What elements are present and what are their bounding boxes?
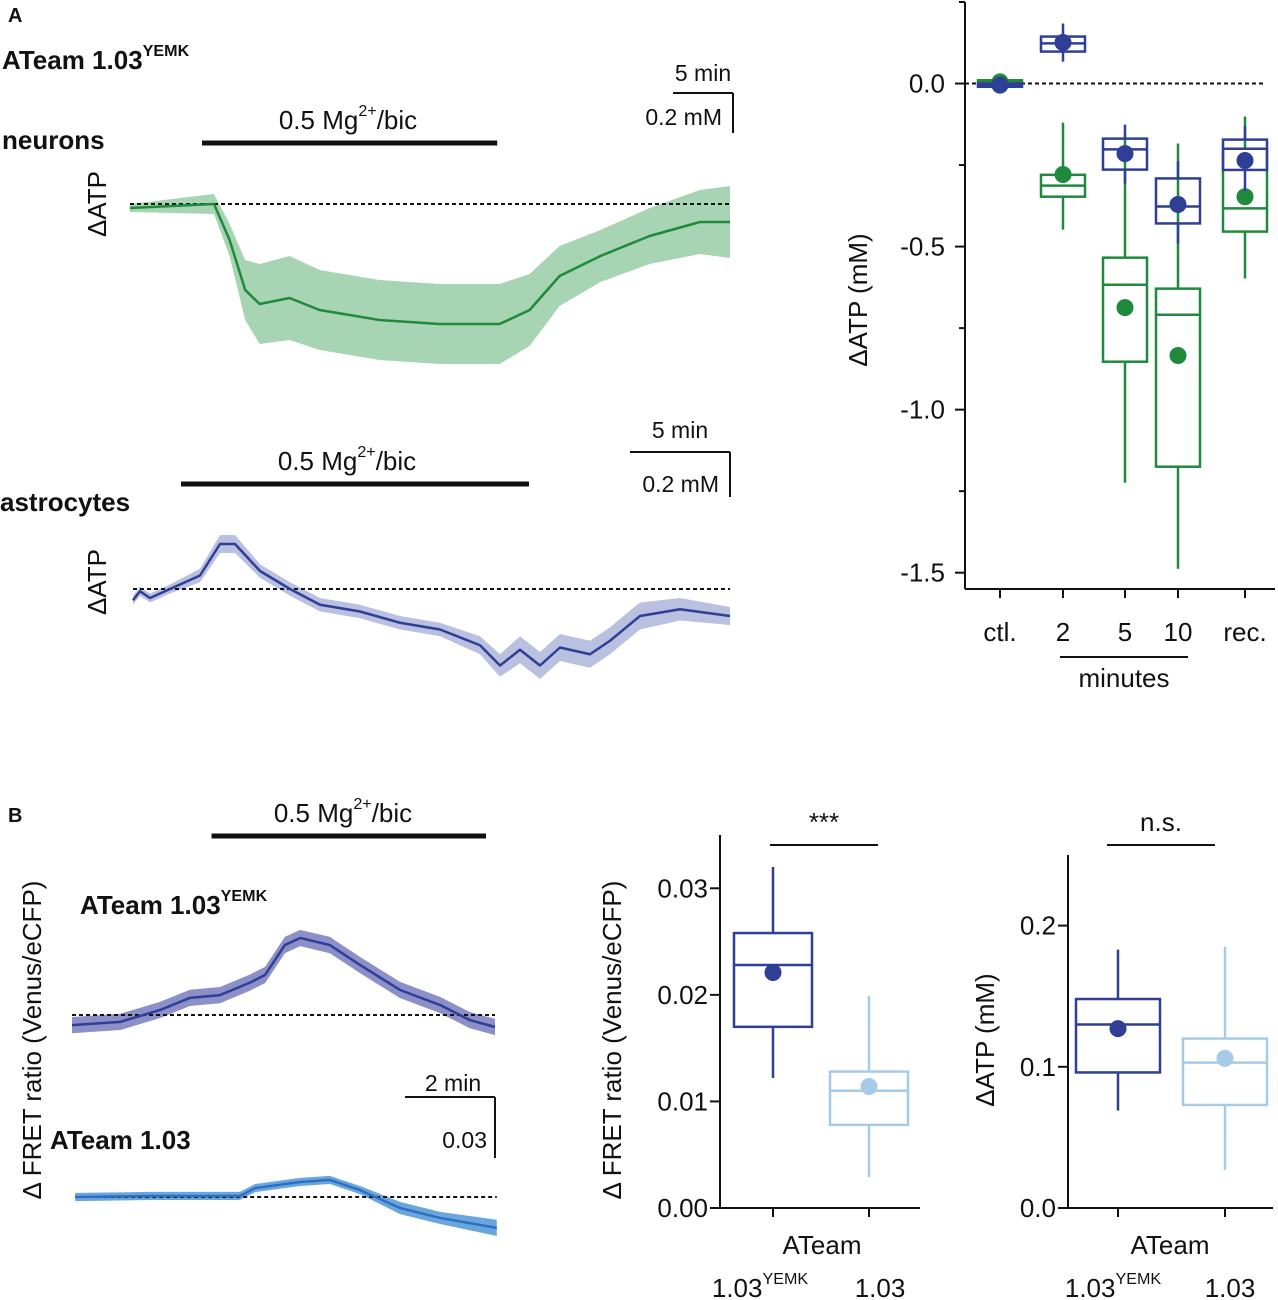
mean-dot <box>1116 299 1134 317</box>
panel-label: B <box>8 805 22 827</box>
stimulus-label: 0.5 Mg2+/bic <box>274 795 412 828</box>
error-band <box>130 186 730 364</box>
superscript: 2+ <box>358 102 376 120</box>
label-part: 0.5 Mg <box>279 105 359 135</box>
mean-dot <box>991 76 1009 94</box>
y-tick-label: -0.5 <box>900 232 945 262</box>
significance-label: n.s. <box>1140 807 1182 837</box>
label-part: /bic <box>376 446 416 476</box>
mean-dot <box>1109 1020 1127 1038</box>
scale-bar-label: 0.2 mM <box>645 104 722 130</box>
mean-dot <box>1169 347 1187 365</box>
mean-dot <box>1054 166 1072 184</box>
y-tick-label: 0.01 <box>657 1086 708 1116</box>
series-label: ATeam 1.03YEMK <box>80 887 268 920</box>
box <box>1221 138 1269 172</box>
y-axis-label: ΔATP (mM) <box>970 973 1000 1106</box>
x-axis-label: ATeam <box>783 1230 862 1260</box>
mean-dot <box>1169 196 1187 214</box>
series-label: ATeam 1.03 <box>50 1125 191 1155</box>
box <box>1154 177 1202 225</box>
mean-dot <box>1116 145 1134 163</box>
x-tick-label: 5 <box>1118 617 1132 647</box>
x-axis-label: ATeam <box>1131 1230 1210 1260</box>
box <box>1101 137 1149 171</box>
superscript: YEMK <box>143 42 190 60</box>
x-tick-label: 2 <box>1056 617 1070 647</box>
x-tick-label: 1.03YEMK <box>712 1270 809 1300</box>
stimulus-label: 0.5 Mg2+/bic <box>279 102 417 135</box>
x-tick-label: ctl. <box>983 617 1016 647</box>
x-tick-label: rec. <box>1223 617 1266 647</box>
box <box>1181 1037 1269 1107</box>
box <box>1074 997 1162 1074</box>
group-label: minutes <box>1078 663 1169 693</box>
y-tick-label: -1.5 <box>900 558 945 588</box>
superscript: YEMK <box>1115 1270 1161 1288</box>
superscript: 2+ <box>357 443 375 461</box>
y-axis-label: ΔATP (mM) <box>843 233 873 366</box>
y-tick-label: 0.02 <box>657 980 708 1010</box>
label-part: /bic <box>377 105 417 135</box>
mean-dot <box>1054 33 1072 51</box>
box <box>828 1070 910 1127</box>
label-part: 0.5 Mg <box>274 798 354 828</box>
scale-bar-label: 2 min <box>425 1070 481 1096</box>
box <box>732 931 814 1029</box>
mean-dot <box>1216 1049 1234 1067</box>
mean-dot <box>860 1078 878 1096</box>
superscript: 2+ <box>353 795 371 813</box>
x-tick-label: 1.03 <box>855 1273 906 1300</box>
y-axis-label: Δ FRET ratio (Venus/eCFP) <box>597 881 627 1200</box>
y-axis-label: ΔATP <box>82 171 112 237</box>
box <box>1101 256 1149 363</box>
error-band <box>75 1175 497 1237</box>
significance-label: *** <box>809 807 839 837</box>
label-part: ATeam 1.03 <box>2 45 143 75</box>
y-axis-label: Δ FRET ratio (Venus/eCFP) <box>17 881 47 1200</box>
label-part: /bic <box>372 798 412 828</box>
y-tick-label: 0.1 <box>1020 1052 1056 1082</box>
y-tick-label: -1.0 <box>900 395 945 425</box>
label-part: ATeam 1.03 <box>80 890 221 920</box>
y-tick-label: 0.00 <box>657 1193 708 1223</box>
superscript: YEMK <box>762 1270 808 1288</box>
trace <box>129 202 730 326</box>
panel-label: A <box>8 5 22 27</box>
trace <box>75 1178 498 1230</box>
series-label: astrocytes <box>0 487 130 517</box>
mean-dot <box>1236 151 1254 169</box>
scale-bar-label: 5 min <box>652 417 708 443</box>
label-part: 0.5 Mg <box>278 446 358 476</box>
y-tick-label: 0.03 <box>657 873 708 903</box>
y-tick-label: 0.0 <box>1020 1193 1056 1223</box>
label-part: 1.03 <box>1065 1273 1116 1300</box>
series-label: neurons <box>2 125 105 155</box>
x-tick-label: 10 <box>1164 617 1193 647</box>
scale-bar-label: 5 min <box>675 60 731 86</box>
y-axis-label: ΔATP <box>82 549 112 615</box>
superscript: YEMK <box>221 887 268 905</box>
y-tick-label: 0.2 <box>1020 911 1056 941</box>
label-part: 1.03 <box>712 1273 763 1300</box>
scale-bar-label: 0.2 mM <box>642 471 719 497</box>
error-band <box>72 929 495 1036</box>
y-tick-label: 0.0 <box>909 69 945 99</box>
error-band <box>133 535 730 679</box>
trace <box>71 936 496 1029</box>
box <box>1154 287 1202 468</box>
scale-bar-label: 0.03 <box>442 1127 487 1153</box>
x-tick-label: 1.03 <box>1205 1273 1256 1300</box>
stimulus-label: 0.5 Mg2+/bic <box>278 443 416 476</box>
x-tick-label: 1.03YEMK <box>1065 1270 1162 1300</box>
mean-dot <box>764 963 782 981</box>
trace <box>132 542 731 667</box>
chart-title: ATeam 1.03YEMK <box>2 42 190 75</box>
